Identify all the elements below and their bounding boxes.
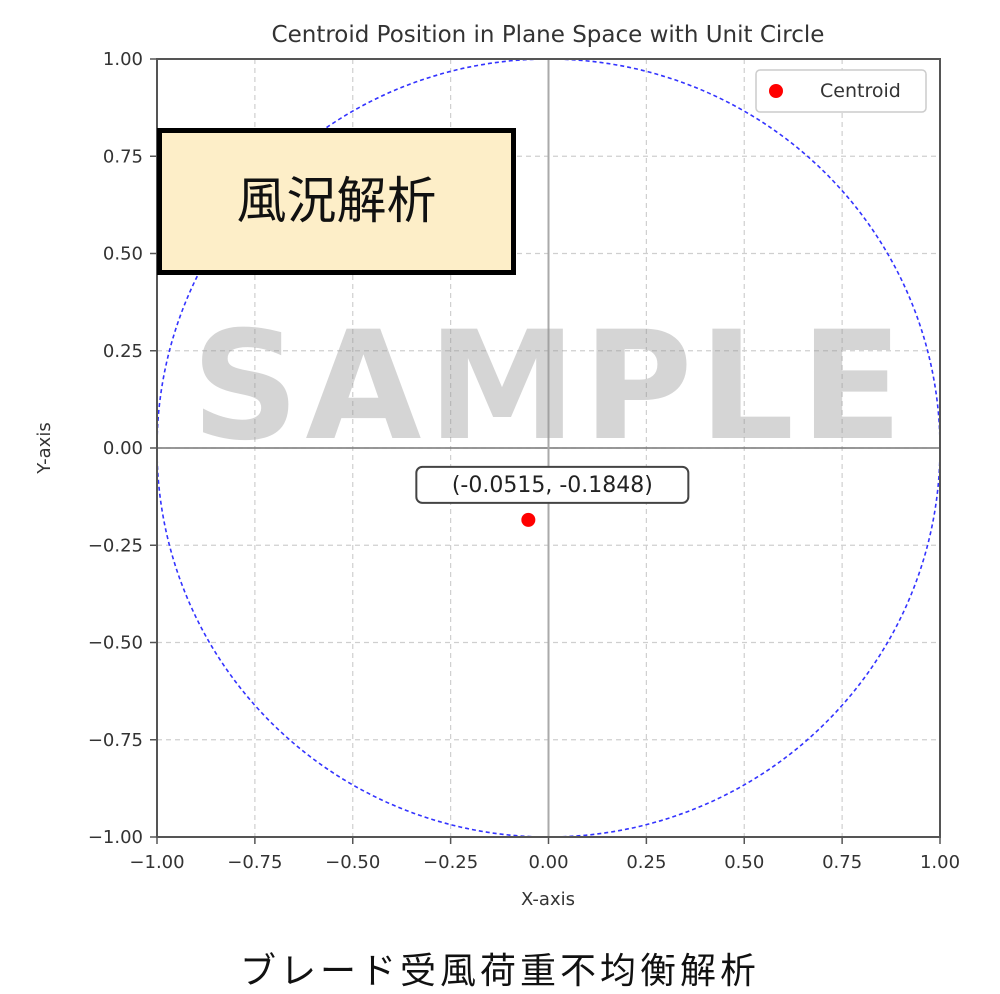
centroid-point: [521, 512, 536, 527]
x-tick-label: −1.00: [129, 852, 184, 873]
x-tick-label: 0.00: [528, 852, 568, 873]
axes-lines: [157, 59, 940, 837]
y-tick-label: −0.25: [88, 535, 143, 556]
figure-caption: ブレード受風荷重不均衡解析: [239, 951, 760, 992]
annotation: (-0.0515, -0.1848): [415, 465, 690, 504]
x-axis-label: X-axis: [521, 889, 575, 910]
plot-frame: [156, 58, 941, 838]
legend-marker: [769, 84, 783, 98]
legend-box: [755, 69, 927, 113]
legend-label: Centroid: [820, 80, 901, 102]
x-tick-label: −0.75: [227, 852, 282, 873]
data-points: [521, 512, 536, 527]
x-tick-label: −0.50: [325, 852, 380, 873]
legend: Centroid: [755, 69, 927, 113]
annotation-text: (-0.0515, -0.1848): [452, 473, 653, 498]
x-tick-label: 0.75: [822, 852, 862, 873]
chart-title: Centroid Position in Plane Space with Un…: [272, 22, 825, 48]
y-tick-label: −1.00: [88, 827, 143, 848]
y-axis-label: Y-axis: [34, 422, 55, 474]
y-tick-label: 0.50: [103, 244, 143, 265]
y-tick-label: −0.75: [88, 730, 143, 751]
x-tick-label: −0.25: [423, 852, 478, 873]
y-tick-label: 0.75: [103, 146, 143, 167]
overlay-label: 風況解析: [236, 172, 437, 230]
overlay-label-box: 風況解析: [157, 128, 516, 275]
tick-labels: −1.00 −0.75 −0.50 −0.25 0.00 0.25 0.50 0.75 1.00…: [88, 49, 960, 873]
y-tick-label: 0.25: [103, 341, 143, 362]
y-tick-label: 1.00: [103, 49, 143, 70]
x-tick-label: 0.25: [626, 852, 666, 873]
y-tick-label: 0.00: [103, 438, 143, 459]
y-tick-label: −0.50: [88, 633, 143, 654]
annotation-box: [415, 465, 690, 504]
x-tick-label: 1.00: [920, 852, 960, 873]
x-tick-label: 0.50: [724, 852, 764, 873]
